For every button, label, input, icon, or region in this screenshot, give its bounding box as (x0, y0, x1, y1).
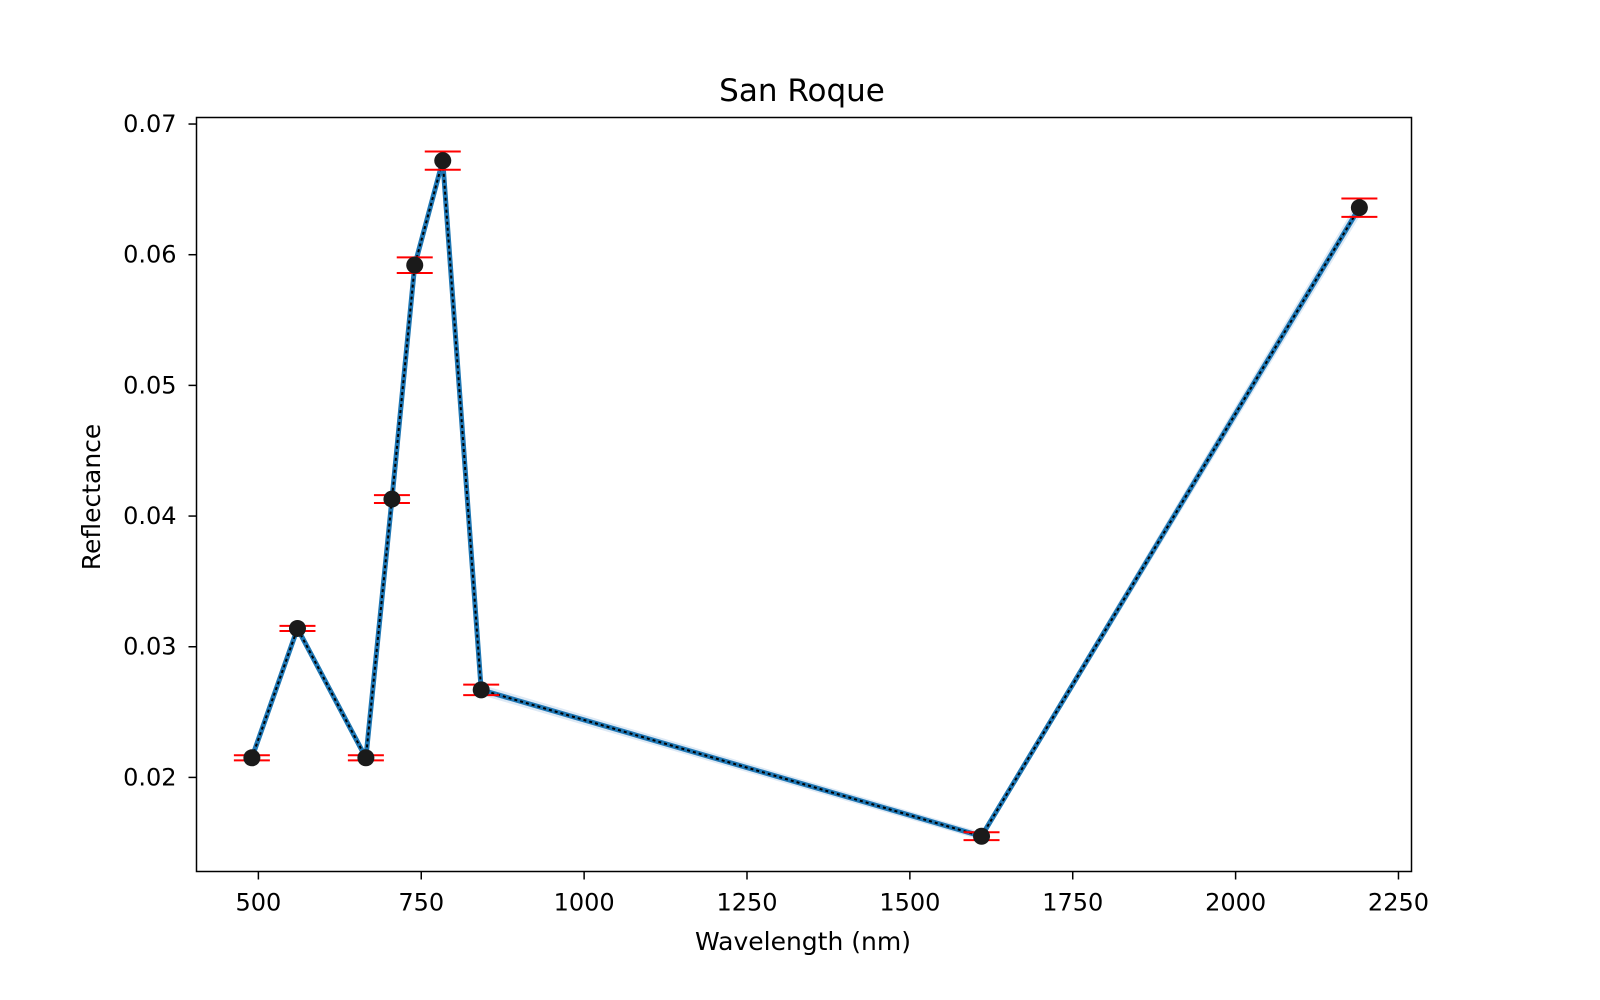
x-axis-label: Wavelength (nm) (695, 927, 911, 956)
plot-frame (195, 116, 1413, 873)
y-axis-label: Reflectance (77, 424, 106, 571)
x-tick-label: 1000 (554, 889, 615, 917)
data-point (434, 152, 452, 170)
y-tick-label: 0.05 (123, 371, 176, 399)
x-axis: 500 750 1000 1250 1500 1750 2000 2250 (235, 871, 1429, 917)
data-point (383, 490, 401, 508)
data-point (973, 827, 991, 845)
x-tick-label: 750 (398, 889, 444, 917)
y-tick-label: 0.07 (123, 110, 176, 138)
x-tick-label: 500 (235, 889, 281, 917)
y-tick-label: 0.02 (123, 763, 176, 791)
y-tick-label: 0.04 (123, 502, 176, 530)
y-tick-label: 0.06 (123, 241, 176, 269)
data-point (472, 681, 490, 699)
x-tick-label: 2000 (1205, 889, 1266, 917)
y-axis: 0.02 0.03 0.04 0.05 0.06 0.07 (123, 110, 197, 791)
x-tick-label: 2250 (1368, 889, 1429, 917)
data-point (1350, 199, 1368, 217)
data-point (243, 749, 261, 767)
data-point (357, 749, 375, 767)
data-point (288, 619, 306, 637)
x-tick-label: 1500 (879, 889, 940, 917)
x-tick-label: 1750 (1042, 889, 1103, 917)
plot-area (233, 150, 1378, 845)
chart-title: San Roque (719, 73, 885, 109)
x-tick-label: 1250 (716, 889, 777, 917)
series-line-dotted (250, 160, 1361, 838)
data-point (406, 256, 424, 274)
y-tick-label: 0.03 (123, 633, 176, 661)
